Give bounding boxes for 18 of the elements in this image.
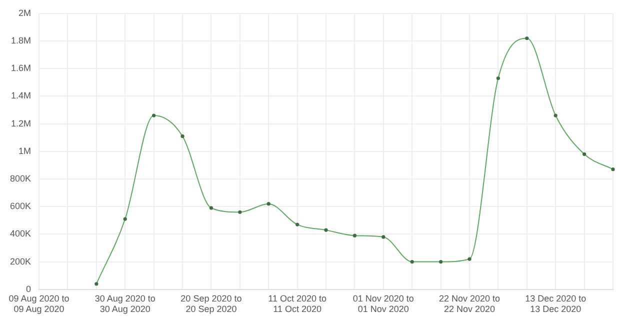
x-tick-label: 01 Nov 2020 to 01 Nov 2020: [352, 293, 414, 314]
y-tick-label: 400K: [10, 228, 32, 239]
y-tick-label: 600K: [10, 201, 32, 212]
y-tick-label: 0: [26, 284, 32, 294]
y-tick-label: 1.4M: [11, 90, 32, 101]
y-tick-label: 200K: [10, 256, 32, 266]
y-tick-label: 1M: [18, 146, 32, 156]
x-tick-label: 09 Aug 2020 to 09 Aug 2020: [8, 293, 70, 314]
x-tick-label: 11 Oct 2020 to 11 Oct 2020: [268, 293, 326, 314]
y-tick-label: 1.8M: [11, 35, 32, 46]
x-tick-label: 22 Nov 2020 to 22 Nov 2020: [438, 293, 500, 314]
y-tick-label: 2M: [18, 8, 32, 18]
y-tick-label: 1.6M: [11, 63, 32, 74]
x-tick-label: 20 Sep 2020 to 20 Sep 2020: [180, 293, 242, 314]
y-tick-label: 800K: [10, 173, 32, 184]
x-tick-label: 13 Dec 2020 to 13 Dec 2020: [525, 293, 586, 314]
x-tick-label: 30 Aug 2020 to 30 Aug 2020: [94, 293, 156, 314]
y-tick-label: 1.2M: [11, 118, 32, 128]
